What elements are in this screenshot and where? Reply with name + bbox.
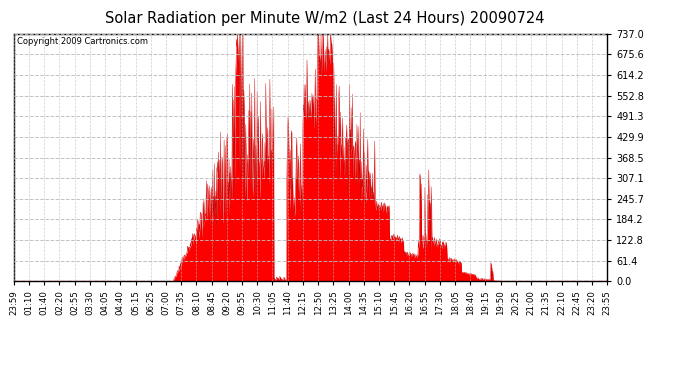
Text: Solar Radiation per Minute W/m2 (Last 24 Hours) 20090724: Solar Radiation per Minute W/m2 (Last 24…: [105, 11, 544, 26]
Text: Copyright 2009 Cartronics.com: Copyright 2009 Cartronics.com: [17, 38, 148, 46]
